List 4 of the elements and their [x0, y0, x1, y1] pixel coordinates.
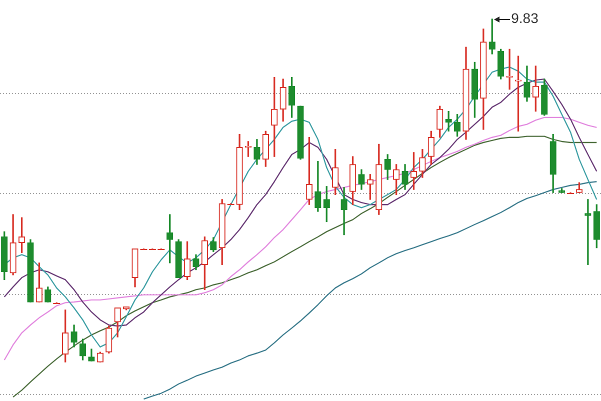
annotation: 9.83: [511, 10, 539, 26]
candlestick: [584, 199, 592, 265]
candlestick: [445, 110, 452, 132]
candlestick: [340, 187, 348, 236]
